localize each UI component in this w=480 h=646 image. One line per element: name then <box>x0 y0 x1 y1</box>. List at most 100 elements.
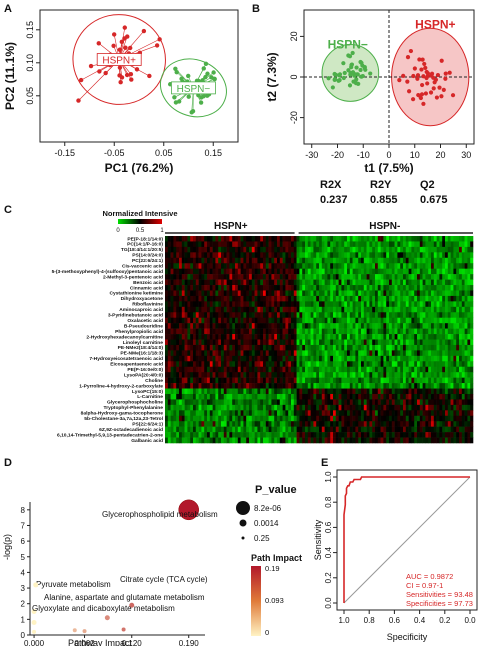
heatmap-cell <box>425 246 429 253</box>
heatmap-cell <box>229 252 233 259</box>
heatmap-cell <box>417 257 421 264</box>
heatmap-cell <box>369 263 373 269</box>
heatmap-cell <box>316 263 320 269</box>
heatmap-cell <box>330 404 334 411</box>
heatmap-cell <box>341 355 345 362</box>
heatmap-cell <box>170 383 174 389</box>
heatmap-cell <box>193 279 197 286</box>
heatmap-cell <box>383 377 387 384</box>
heatmap-cell <box>223 393 227 400</box>
heatmap-cell <box>347 312 351 319</box>
stat-label: Q2 <box>420 179 435 191</box>
heatmap-cell <box>237 344 241 351</box>
heatmap-cell <box>467 279 471 286</box>
heatmap-cell <box>338 323 342 329</box>
heatmap-cell <box>316 437 320 444</box>
heatmap-cell <box>299 410 303 417</box>
heatmap-cell <box>425 279 429 286</box>
heatmap-cell <box>187 257 191 264</box>
heatmap-cell <box>240 377 244 384</box>
heatmap-cell <box>215 377 219 384</box>
panel-letter-a: A <box>4 3 12 15</box>
heatmap-cell <box>254 241 258 248</box>
pca-point <box>174 69 179 75</box>
heatmap-cell <box>369 339 373 346</box>
heatmap-cell <box>221 388 225 395</box>
heatmap-cell <box>436 355 440 362</box>
pca-xtick-label: -0.05 <box>104 148 125 158</box>
heatmap-cell <box>411 290 415 297</box>
heatmap-cell <box>363 361 367 368</box>
heatmap-cell <box>461 399 465 406</box>
pls-point <box>434 95 440 100</box>
heatmap-cell <box>279 290 283 297</box>
heatmap-cell <box>179 366 183 373</box>
heatmap-cell <box>369 295 373 302</box>
heatmap-cell <box>190 236 194 242</box>
heatmap-cell <box>265 334 269 340</box>
heatmap-legend-tick: 0.5 <box>136 228 145 234</box>
heatmap-cell <box>305 295 309 302</box>
heatmap-cell <box>167 355 171 362</box>
heatmap-cell <box>279 415 283 422</box>
heatmap-cell <box>414 361 418 368</box>
heatmap-cell <box>377 344 381 351</box>
heatmap-cell <box>366 344 370 351</box>
pathway-point <box>129 602 135 608</box>
heatmap-cell <box>263 301 267 308</box>
heatmap-cell <box>361 410 365 417</box>
pls-point <box>432 80 437 85</box>
heatmap-cell <box>246 263 250 269</box>
heatmap-cell <box>366 437 370 444</box>
heatmap-cell <box>450 421 454 427</box>
heatmap-cell <box>363 317 367 324</box>
heatmap-cell <box>335 306 339 313</box>
heatmap-cell <box>260 432 264 438</box>
heatmap-cell <box>461 285 465 291</box>
heatmap-cell <box>319 312 323 319</box>
heatmap-cell <box>369 257 373 264</box>
heatmap-cell <box>288 295 292 302</box>
heatmap-cell <box>450 312 454 319</box>
heatmap-cell <box>263 268 267 275</box>
heatmap-cell <box>296 301 300 308</box>
heatmap-cell <box>282 323 286 329</box>
heatmap-cell <box>321 410 325 417</box>
heatmap-row-label: 1-Pyrroline-4-hydroxy-2-carboxylate <box>79 383 163 389</box>
heatmap-cell <box>372 377 376 384</box>
heatmap-cell <box>408 285 412 291</box>
heatmap-cell <box>229 323 233 329</box>
heatmap-cell <box>288 328 292 335</box>
heatmap-cell <box>394 301 398 308</box>
heatmap-cell <box>302 410 306 417</box>
heatmap-cell <box>190 306 194 313</box>
heatmap-cell <box>425 432 429 438</box>
heatmap-cell <box>240 295 244 302</box>
heatmap-cell <box>389 410 393 417</box>
heatmap-cell <box>327 361 331 368</box>
heatmap-cell <box>439 350 443 357</box>
heatmap-cell <box>249 257 253 264</box>
heatmap-cell <box>461 236 465 242</box>
heatmap-cell <box>352 263 356 269</box>
heatmap-cell <box>324 432 328 438</box>
heatmap-cell <box>246 437 250 444</box>
heatmap-cell <box>288 285 292 291</box>
heatmap-cell <box>372 432 376 438</box>
heatmap-cell <box>375 399 379 406</box>
heatmap-cell <box>291 366 295 373</box>
heatmap-cell <box>246 317 250 324</box>
heatmap-cell <box>403 306 407 313</box>
heatmap-cell <box>184 263 188 269</box>
heatmap-cell <box>243 399 247 406</box>
heatmap-cell <box>445 323 449 329</box>
heatmap-cell <box>352 241 356 248</box>
heatmap-cell <box>428 334 432 340</box>
heatmap-cell <box>428 295 432 302</box>
heatmap-cell <box>389 306 393 313</box>
heatmap-cell <box>173 432 177 438</box>
heatmap-cell <box>299 268 303 275</box>
heatmap-cell <box>268 241 272 248</box>
heatmap-cell <box>344 317 348 324</box>
heatmap-cell <box>274 246 278 253</box>
